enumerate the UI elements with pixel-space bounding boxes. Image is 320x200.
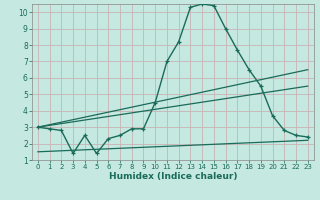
X-axis label: Humidex (Indice chaleur): Humidex (Indice chaleur) bbox=[108, 172, 237, 181]
